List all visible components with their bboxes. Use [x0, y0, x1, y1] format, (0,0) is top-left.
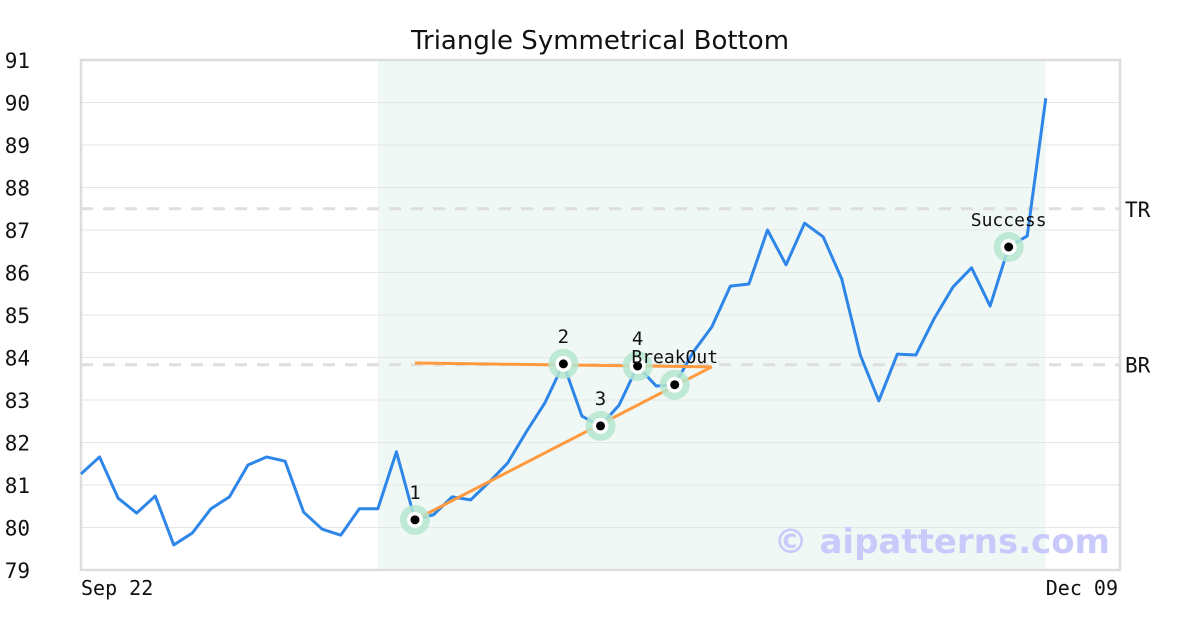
marker-label: 3	[595, 388, 606, 410]
y-tick-label: 84	[5, 347, 30, 371]
marker-label: 2	[558, 326, 569, 348]
marker-label: 1	[409, 482, 420, 504]
marker-dot	[410, 515, 420, 525]
marker-dot	[558, 359, 568, 369]
marker-dot	[596, 421, 605, 431]
y-tick-label: 85	[5, 304, 30, 328]
chart-title: Triangle Symmetrical Bottom	[410, 26, 789, 56]
x-tick-label: Dec 09	[1046, 576, 1118, 600]
y-tick-label: 79	[5, 559, 30, 583]
marker-dot	[633, 361, 643, 371]
y-tick-label: 91	[5, 49, 30, 73]
x-tick-label: Sep 22	[81, 576, 153, 600]
marker-label: BreakOut	[631, 347, 718, 368]
y-tick-label: 82	[5, 432, 30, 456]
marker-dot	[1004, 242, 1014, 252]
y-tick-label: 90	[5, 92, 30, 116]
y-tick-label: 83	[5, 389, 30, 413]
y-tick-label: 81	[5, 474, 30, 498]
y-tick-label: 88	[5, 177, 30, 201]
y-tick-label: 80	[5, 517, 30, 541]
marker-dot	[670, 380, 680, 390]
watermark: © aipatterns.com	[774, 522, 1110, 562]
y-tick-label: 86	[5, 262, 30, 286]
marker-label: 4	[632, 328, 643, 350]
hline-label: BR	[1125, 354, 1151, 378]
hline-label: TR	[1125, 198, 1151, 222]
plot-frame	[79, 58, 1122, 572]
y-tick-label: 89	[5, 134, 30, 158]
y-tick-label: 87	[5, 219, 30, 243]
marker-label: Success	[971, 210, 1047, 231]
